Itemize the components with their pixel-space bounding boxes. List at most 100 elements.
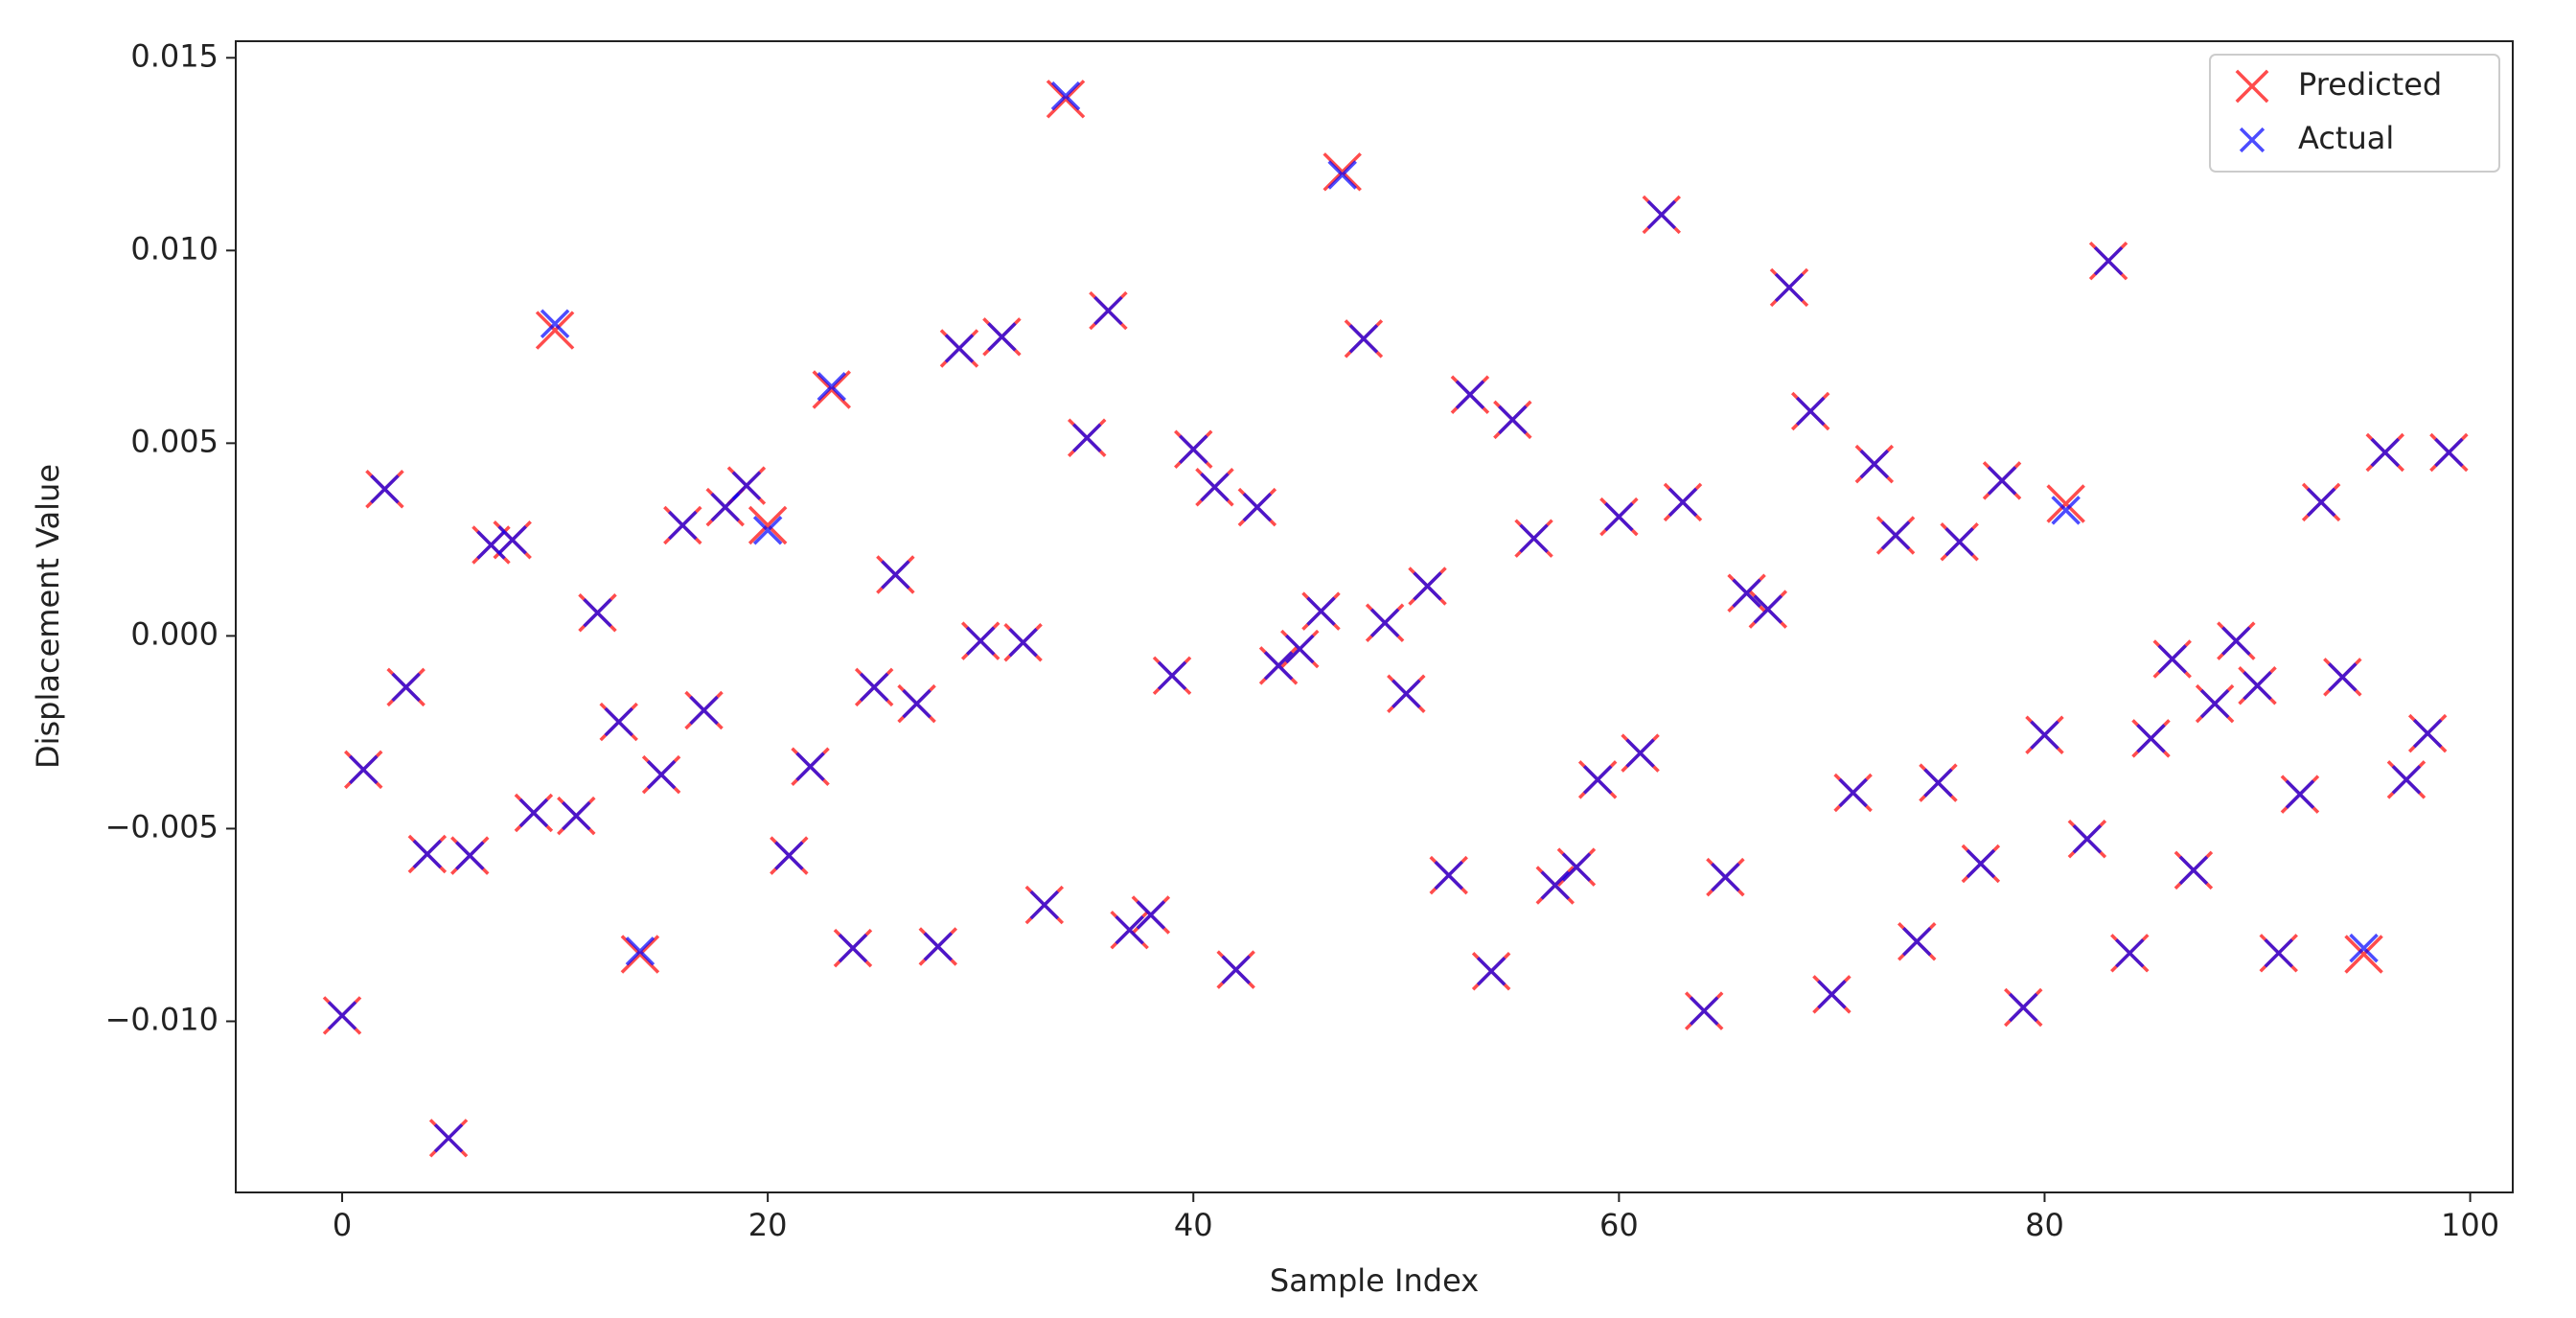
scatter-point xyxy=(1689,996,1719,1026)
scatter-point xyxy=(1944,527,1974,557)
scatter-point xyxy=(2328,662,2358,692)
legend-marker xyxy=(2235,69,2269,104)
scatter-point xyxy=(748,505,788,545)
scatter-point xyxy=(625,936,656,966)
scatter-point xyxy=(1306,596,1336,626)
scatter-point xyxy=(752,515,783,545)
scatter-point xyxy=(412,839,443,869)
scatter-point xyxy=(2412,718,2443,749)
scatter-point xyxy=(2370,437,2401,468)
x-tick-label: 60 xyxy=(1599,1207,1639,1243)
scatter-point xyxy=(2391,765,2422,795)
y-tick-label: 0.010 xyxy=(130,230,218,266)
scatter-point xyxy=(1774,272,1805,303)
scatter-point xyxy=(2051,496,2081,525)
scatter-point xyxy=(944,334,975,363)
scatter-point xyxy=(1902,927,1932,957)
x-tick-label: 20 xyxy=(748,1207,788,1243)
scatter-point xyxy=(923,932,954,961)
y-tick-label: 0.005 xyxy=(130,423,218,459)
scatter-point xyxy=(2136,724,2166,753)
scatter-point xyxy=(2242,671,2272,701)
scatter-point xyxy=(1582,765,1613,795)
scatter-point xyxy=(795,751,825,781)
scatter-point xyxy=(1817,980,1847,1009)
scatter-point xyxy=(1157,660,1187,691)
scatter-point xyxy=(1369,608,1400,637)
scatter-point xyxy=(2009,992,2038,1023)
y-axis-label: Displacement Value xyxy=(30,464,66,769)
scatter-point xyxy=(1434,860,1463,890)
scatter-point xyxy=(731,471,762,500)
scatter-point xyxy=(1753,594,1783,624)
legend-label: Predicted xyxy=(2298,66,2442,103)
scatter-point xyxy=(1327,160,1357,190)
scatter-point xyxy=(1413,571,1442,601)
scatter-point xyxy=(2115,938,2145,968)
scatter-point xyxy=(1093,295,1123,326)
scatter-point xyxy=(1646,199,1677,230)
scatter-point xyxy=(433,1123,464,1153)
scatter-point xyxy=(2264,938,2293,968)
scatter-point xyxy=(2199,688,2230,719)
scatter-point xyxy=(1668,487,1698,518)
scatter-point xyxy=(1987,466,2017,496)
scatter-point xyxy=(1242,492,1273,522)
scatter-point xyxy=(1966,848,1996,879)
scatter-point xyxy=(2285,779,2315,809)
scatter-point xyxy=(2046,484,2085,523)
scatter-point xyxy=(583,598,612,628)
scatter-point xyxy=(1625,738,1655,768)
scatter-point xyxy=(965,626,996,656)
scatter-point xyxy=(859,672,889,703)
scatter-point xyxy=(1179,434,1208,465)
x-tick-label: 80 xyxy=(2025,1207,2064,1243)
scatter-point xyxy=(1795,396,1826,427)
scatter-point xyxy=(1115,914,1144,945)
scatter-point xyxy=(1322,152,1362,192)
x-tick-label: 100 xyxy=(2441,1207,2499,1243)
scatter-point xyxy=(1263,651,1294,681)
scatter-point xyxy=(816,372,846,402)
scatter-point xyxy=(518,798,549,828)
scatter-point xyxy=(540,309,570,338)
scatter-point xyxy=(1050,81,1081,111)
y-tick-label: 0.015 xyxy=(130,37,218,74)
scatter-point xyxy=(902,688,932,719)
y-tick-label: −0.005 xyxy=(105,808,218,844)
scatter-point xyxy=(1455,380,1485,409)
scatter-point xyxy=(1711,862,1740,892)
scatter-point xyxy=(535,311,575,350)
scatter-point xyxy=(562,800,591,831)
scatter-point xyxy=(391,672,421,703)
scatter-point xyxy=(1923,768,1953,798)
scatter-point xyxy=(1880,520,1911,550)
scatter-point xyxy=(2344,935,2383,974)
x-tick-label: 40 xyxy=(1174,1207,1213,1243)
scatter-point xyxy=(668,510,698,541)
y-tick-label: 0.000 xyxy=(130,615,218,652)
scatter-point xyxy=(455,841,485,870)
scatter-point xyxy=(2093,245,2124,276)
scatter-point xyxy=(987,322,1017,352)
scatter-point xyxy=(327,1001,357,1030)
scatter-point xyxy=(1008,628,1038,658)
scatter-point xyxy=(2157,644,2187,674)
scatter-point xyxy=(2072,824,2103,854)
scatter-point xyxy=(348,754,379,785)
x-tick-label: 0 xyxy=(333,1207,352,1243)
scatter-point xyxy=(620,935,660,974)
scatter-point xyxy=(1732,578,1761,609)
y-tick-label: −0.010 xyxy=(105,1001,218,1037)
scatter-point xyxy=(1285,634,1315,664)
scatter-point xyxy=(1519,523,1549,553)
scatter-point xyxy=(2221,626,2251,656)
scatter-point xyxy=(646,759,677,790)
scatter-point xyxy=(1348,324,1379,354)
scatter-point xyxy=(1476,956,1506,986)
scatter-point xyxy=(1498,405,1528,435)
scatter-point xyxy=(2434,437,2464,468)
scatter-point xyxy=(2178,855,2209,886)
